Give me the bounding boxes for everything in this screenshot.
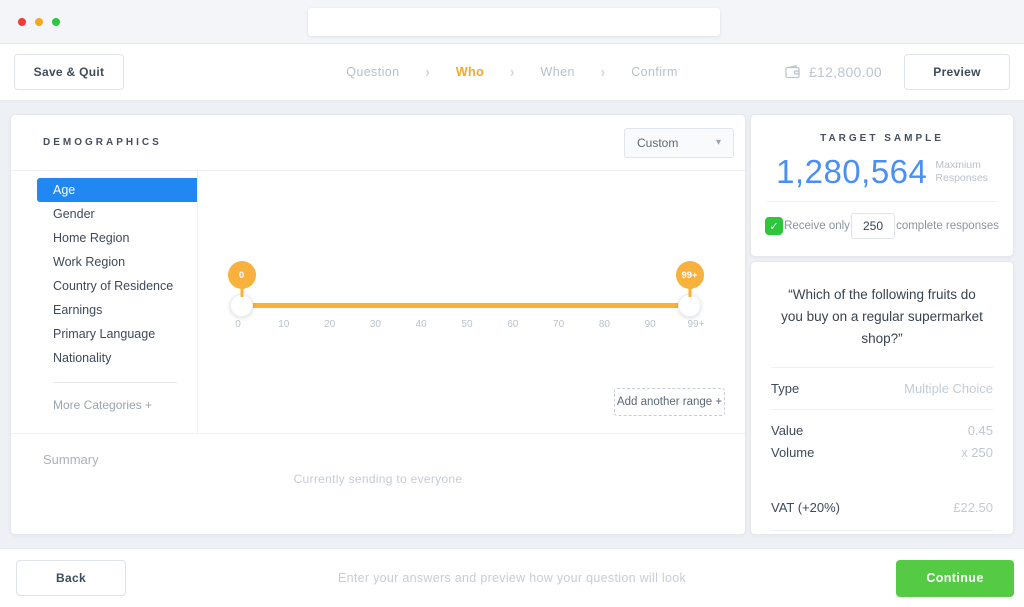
vat-amount: £22.50 — [953, 500, 993, 515]
more-categories-link[interactable]: More Categories + — [53, 398, 153, 412]
account-balance: £12,800.00 — [785, 64, 882, 80]
order-divider — [771, 367, 993, 368]
window-close-button[interactable] — [18, 18, 26, 26]
breadcrumb-separator-icon: › — [600, 62, 606, 82]
tick-label: 50 — [461, 319, 473, 330]
preset-select[interactable]: Custom ▾ — [624, 127, 734, 158]
balance-amount: £12,800.00 — [808, 64, 882, 80]
breadcrumb-item-when[interactable]: When — [540, 65, 575, 79]
receive-only-row: ✓ Receive only complete responses — [751, 202, 1013, 239]
breadcrumb-item-question[interactable]: Question — [346, 65, 400, 79]
breadcrumb: Question › Who › When › Confirm — [346, 62, 678, 82]
sidebar-item-nationality[interactable]: Nationality — [53, 351, 112, 365]
slider-handle-max[interactable]: 99+ — [675, 261, 704, 317]
tick-label: 40 — [415, 319, 427, 330]
tick-label: 30 — [369, 319, 381, 330]
target-sample-card: TARGET SAMPLE 1,280,564 Maxmium Response… — [750, 114, 1014, 257]
slider-handle-min[interactable]: 0 — [227, 261, 256, 317]
demographics-title: DEMOGRAPHICS — [43, 137, 162, 148]
sidebar-item-work-region[interactable]: Work Region — [53, 255, 126, 269]
breadcrumb-item-who[interactable]: Who — [455, 65, 485, 79]
age-range-slider: 0 99+ 0 10 20 30 40 50 60 70 80 90 — [227, 261, 704, 341]
wallet-icon — [785, 65, 801, 79]
volume-amount: x 250 — [961, 445, 993, 460]
slider-stem — [240, 284, 243, 297]
tick-label: 70 — [553, 319, 565, 330]
url-bar[interactable] — [308, 8, 720, 36]
chevron-down-icon: ▾ — [715, 137, 721, 148]
tick-label: 60 — [507, 319, 519, 330]
max-responses-caption-line2: Responses — [935, 172, 988, 184]
top-nav-bar: Save & Quit Question › Who › When › Conf… — [0, 44, 1024, 101]
value-amount: 0.45 — [967, 423, 993, 438]
tick-label: 0 — [235, 319, 241, 330]
value-row: Value 0.45 — [771, 423, 993, 438]
slider-bubble-min: 0 — [227, 261, 256, 289]
target-sample-title: TARGET SAMPLE — [820, 133, 944, 144]
continue-button[interactable]: Continue — [896, 559, 1014, 597]
order-divider — [771, 409, 993, 410]
demographics-body: Age Gender Home Region Work Region Count… — [11, 171, 745, 433]
responses-count-input[interactable] — [851, 213, 895, 239]
value-label: Value — [771, 423, 804, 438]
max-responses-caption: Maxmium Responses — [935, 159, 988, 185]
max-responses-row: 1,280,564 Maxmium Responses — [751, 153, 1013, 191]
add-range-button[interactable]: Add another range + — [614, 388, 725, 416]
tick-label: 20 — [324, 319, 336, 330]
sidebar-item-age[interactable]: Age — [37, 178, 197, 202]
order-summary-card: “Which of the following fruits do you bu… — [750, 261, 1014, 566]
window-minimize-button[interactable] — [35, 18, 43, 26]
check-icon: ✓ — [769, 220, 779, 233]
complete-responses-label: complete responses — [896, 220, 999, 232]
back-button[interactable]: Back — [16, 560, 126, 596]
slider-ticks: 0 10 20 30 40 50 60 70 80 90 99+ — [228, 319, 706, 330]
breadcrumb-separator-icon: › — [425, 62, 430, 82]
receive-only-label: Receive only — [784, 220, 850, 232]
sidebar-item-gender[interactable]: Gender — [53, 207, 95, 221]
slider-bubble-max: 99+ — [675, 261, 704, 289]
preset-select-value: Custom — [637, 135, 679, 150]
max-responses-caption-line1: Maxmium — [935, 159, 981, 171]
window-controls — [18, 18, 60, 26]
type-label: Type — [771, 381, 800, 396]
question-quote: “Which of the following fruits do you bu… — [781, 287, 983, 346]
category-list: Age Gender Home Region Work Region Count… — [11, 171, 198, 433]
sidebar-divider — [53, 382, 177, 383]
vat-row: VAT (+20%) £22.50 — [771, 500, 993, 515]
sidebar-item-primary-language[interactable]: Primary Language — [53, 327, 156, 341]
age-range-editor: 0 99+ 0 10 20 30 40 50 60 70 80 90 — [198, 171, 745, 433]
tick-label: 90 — [644, 319, 656, 330]
type-value: Multiple Choice — [904, 381, 993, 396]
summary-label: Summary — [43, 452, 99, 467]
sample-divider — [767, 201, 997, 202]
order-divider — [771, 530, 993, 531]
demographics-panel: DEMOGRAPHICS Custom ▾ Age Gender Home Re… — [10, 114, 746, 535]
footer-bar: Back Enter your answers and preview how … — [0, 548, 1024, 607]
window-title-bar — [0, 0, 1024, 44]
type-row: Type Multiple Choice — [771, 368, 993, 409]
tick-label: 10 — [278, 319, 290, 330]
volume-label: Volume — [771, 445, 815, 460]
demographics-header: DEMOGRAPHICS Custom ▾ — [11, 115, 745, 171]
summary-status: Currently sending to everyone — [293, 472, 463, 486]
window-zoom-button[interactable] — [52, 18, 60, 26]
sidebar-item-country-of-residence[interactable]: Country of Residence — [53, 279, 174, 293]
breadcrumb-separator-icon: › — [510, 62, 515, 82]
slider-stem — [688, 284, 691, 297]
preview-button[interactable]: Preview — [904, 54, 1010, 90]
breadcrumb-item-confirm[interactable]: Confirm — [631, 65, 678, 79]
footer-hint: Enter your answers and preview how your … — [337, 571, 687, 585]
summary-section: Summary Currently sending to everyone — [11, 433, 745, 535]
tick-label: 99+ — [687, 319, 705, 330]
tick-label: 80 — [598, 319, 610, 330]
vat-label: VAT (+20%) — [771, 500, 840, 515]
receive-only-checkbox[interactable]: ✓ — [765, 217, 783, 235]
save-quit-button[interactable]: Save & Quit — [14, 54, 124, 90]
max-responses-value: 1,280,564 — [776, 153, 928, 190]
nav-right-group: £12,800.00 Preview — [785, 54, 1010, 90]
sidebar-item-home-region[interactable]: Home Region — [53, 231, 130, 245]
slider-track[interactable] — [241, 303, 690, 308]
volume-row: Volume x 250 — [771, 445, 993, 460]
sidebar-item-earnings[interactable]: Earnings — [53, 303, 103, 317]
